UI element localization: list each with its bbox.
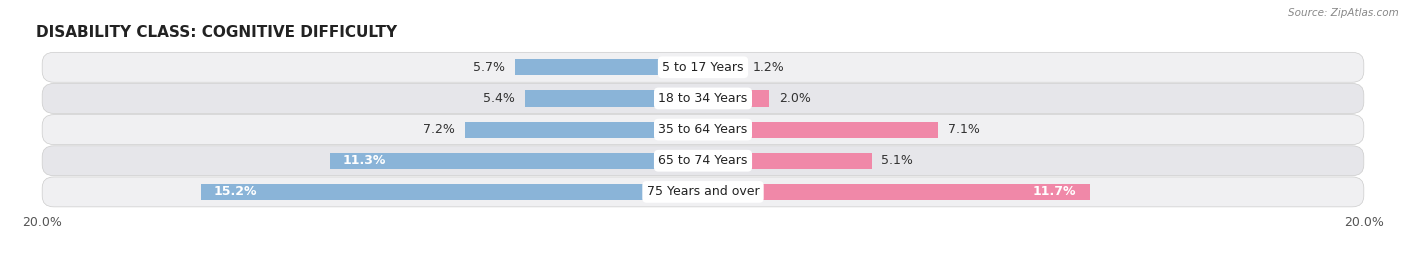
- Text: 2.0%: 2.0%: [779, 92, 811, 105]
- Text: 5 to 17 Years: 5 to 17 Years: [662, 61, 744, 74]
- Bar: [329, 153, 703, 169]
- Bar: [703, 153, 872, 169]
- FancyBboxPatch shape: [42, 146, 1364, 176]
- Text: 7.2%: 7.2%: [423, 123, 456, 136]
- FancyBboxPatch shape: [42, 177, 1364, 207]
- Text: 11.3%: 11.3%: [343, 154, 387, 167]
- Text: 35 to 64 Years: 35 to 64 Years: [658, 123, 748, 136]
- Bar: [201, 184, 703, 200]
- Text: 1.2%: 1.2%: [752, 61, 785, 74]
- Text: 5.1%: 5.1%: [882, 154, 914, 167]
- FancyBboxPatch shape: [42, 52, 1364, 82]
- FancyBboxPatch shape: [42, 115, 1364, 144]
- Bar: [703, 59, 742, 75]
- Text: 65 to 74 Years: 65 to 74 Years: [658, 154, 748, 167]
- Bar: [524, 90, 703, 107]
- FancyBboxPatch shape: [42, 83, 1364, 113]
- Text: 75 Years and over: 75 Years and over: [647, 185, 759, 198]
- Text: 5.4%: 5.4%: [482, 92, 515, 105]
- Text: 18 to 34 Years: 18 to 34 Years: [658, 92, 748, 105]
- Text: Source: ZipAtlas.com: Source: ZipAtlas.com: [1288, 8, 1399, 18]
- Text: 15.2%: 15.2%: [214, 185, 257, 198]
- Text: 5.7%: 5.7%: [472, 61, 505, 74]
- Bar: [515, 59, 703, 75]
- Text: 11.7%: 11.7%: [1033, 185, 1077, 198]
- Bar: [703, 184, 1090, 200]
- Bar: [703, 90, 769, 107]
- Bar: [703, 122, 938, 138]
- Bar: [465, 122, 703, 138]
- Text: 7.1%: 7.1%: [948, 123, 980, 136]
- Text: DISABILITY CLASS: COGNITIVE DIFFICULTY: DISABILITY CLASS: COGNITIVE DIFFICULTY: [35, 25, 396, 40]
